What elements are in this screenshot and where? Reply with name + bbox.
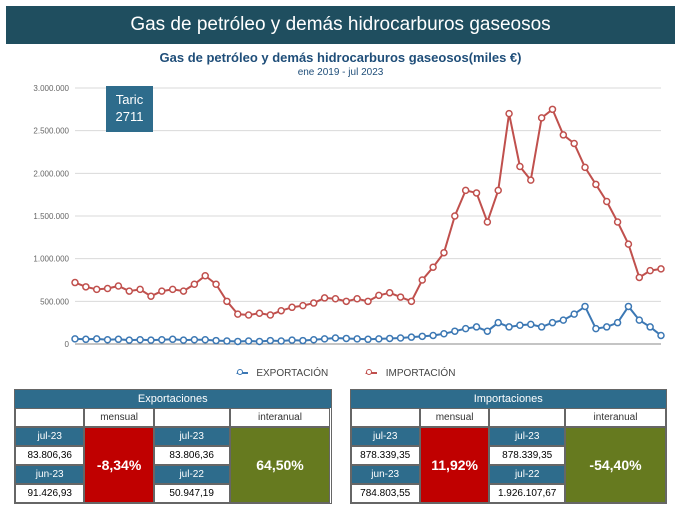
chart-title: Gas de petróleo y demás hidrocarburos ga… <box>0 50 681 65</box>
taric-badge: Taric 2711 <box>106 86 154 132</box>
chart-legend: EXPORTACIÓN IMPORTACIÓN <box>0 368 681 379</box>
export-table: Exportacionesmensualinteranualjul-2383.8… <box>14 389 332 504</box>
line-chart: 0 500.000 1.000.000 1.500.000 2.000.000 2.500… <box>11 82 671 362</box>
svg-text:2.500.000: 2.500.000 <box>33 127 69 136</box>
legend-label-export: EXPORTACIÓN <box>256 368 328 379</box>
taric-label: Taric <box>116 92 144 109</box>
legend-label-import: IMPORTACIÓN <box>386 368 456 379</box>
summary-tables: Exportacionesmensualinteranualjul-2383.8… <box>0 389 681 516</box>
svg-text:3.000.000: 3.000.000 <box>33 84 69 93</box>
svg-text:500.000: 500.000 <box>40 297 69 306</box>
import-table: Importacionesmensualinteranualjul-23878.… <box>350 389 668 504</box>
chart-subtitle: ene 2019 - jul 2023 <box>0 67 681 78</box>
taric-code: 2711 <box>116 109 144 126</box>
page-header: Gas de petróleo y demás hidrocarburos ga… <box>6 6 675 44</box>
svg-text:2.000.000: 2.000.000 <box>33 169 69 178</box>
svg-text:1.000.000: 1.000.000 <box>33 255 69 264</box>
svg-text:0: 0 <box>64 340 69 349</box>
svg-text:1.500.000: 1.500.000 <box>33 212 69 221</box>
